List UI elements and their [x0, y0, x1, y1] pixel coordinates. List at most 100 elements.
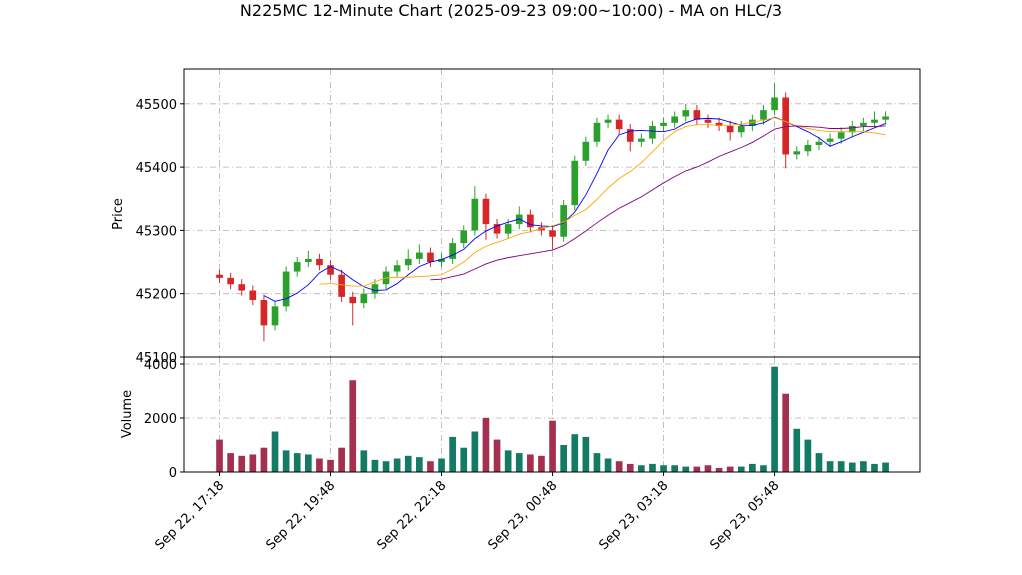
candle-body [260, 300, 268, 326]
candle-body [493, 224, 501, 234]
volume-bar [382, 461, 390, 472]
volume-bar [416, 457, 423, 472]
candle-body [726, 125, 734, 133]
volume-bar [749, 463, 756, 472]
volume-bar [438, 458, 445, 472]
volume-bar [771, 366, 778, 472]
candle-body [615, 119, 623, 130]
volume-bar [393, 458, 401, 472]
volume-bar [704, 465, 712, 472]
volume-bar [615, 461, 623, 472]
volume-bar [660, 465, 667, 472]
candle-body [749, 119, 756, 126]
volume-bar [305, 454, 312, 472]
volume-bar [482, 418, 490, 472]
candle-body [327, 265, 334, 275]
candle-body [238, 284, 246, 291]
volume-bar [538, 455, 545, 472]
candle-body [560, 205, 567, 237]
volume-bar [793, 428, 801, 472]
x-tick-label: Sep 23, 05:48 [708, 478, 783, 553]
volume-bar [216, 439, 223, 472]
volume-bar [316, 458, 323, 472]
candle-body [282, 271, 290, 307]
volume-tick-label: 2000 [144, 412, 177, 427]
candle-body [427, 252, 434, 263]
volume-bar [848, 462, 856, 472]
candle-body [804, 144, 812, 152]
y-tick-label: 45500 [136, 98, 177, 113]
volume-bar [515, 453, 523, 472]
volume-bar [282, 450, 290, 472]
candle-body [249, 290, 257, 301]
volume-bar [238, 455, 246, 472]
y-tick-label: 45200 [136, 288, 177, 303]
candle-body [793, 151, 801, 155]
volume-bar [737, 466, 745, 472]
candle-body [305, 258, 312, 263]
volume-bar [327, 459, 334, 472]
volume-bar [593, 453, 601, 472]
y-tick-label: 45400 [136, 161, 177, 176]
candle-body [549, 230, 556, 237]
candle-body [871, 119, 878, 123]
candle-body [649, 125, 656, 139]
volume-bar [549, 420, 556, 472]
moving-average-line [319, 117, 886, 287]
candle-body [771, 97, 778, 111]
volume-bar [560, 445, 567, 472]
candle-body [471, 198, 479, 231]
candle-body [416, 252, 423, 259]
x-tick-label: Sep 22, 22:18 [374, 478, 449, 553]
candle-body [682, 110, 690, 117]
candle-body [660, 122, 667, 126]
volume-bar [349, 380, 357, 472]
volume-bar [826, 461, 834, 472]
candle-body [837, 132, 845, 139]
volume-bar [249, 454, 257, 472]
volume-bar [715, 467, 723, 472]
volume-bar [604, 458, 612, 472]
candle-body [582, 141, 590, 161]
volume-tick-label: 4000 [144, 358, 177, 373]
candle-body [815, 141, 823, 145]
candle-body [604, 119, 612, 123]
volume-bar [338, 447, 345, 472]
candle-body [782, 97, 790, 155]
candle-body [715, 122, 723, 126]
y-tick-label: 45300 [136, 224, 177, 239]
volume-bar [638, 465, 645, 472]
volume-frame [183, 356, 921, 473]
volume-bar [815, 453, 823, 472]
candle-body [271, 306, 279, 326]
candle-body [882, 116, 889, 120]
volume-bar [427, 461, 434, 472]
y-axis-label: Price [111, 198, 126, 230]
candle-body [360, 293, 368, 304]
moving-average-line [430, 125, 886, 281]
volume-bar [371, 459, 379, 472]
volume-bar [682, 466, 690, 472]
candle-body [316, 258, 323, 266]
volume-bar [804, 439, 812, 472]
y-tick-label: 45100 [136, 351, 177, 366]
volume-bar [726, 466, 734, 472]
volume-axis-label: Volume [120, 390, 135, 438]
volume-bar [460, 447, 468, 472]
chart-title: N225MC 12-Minute Chart (2025-09-23 09:00… [240, 1, 782, 20]
candle-body [626, 129, 634, 142]
volume-bar [693, 466, 701, 472]
volume-bar [471, 431, 479, 472]
candle-body [693, 110, 701, 120]
candle-body [860, 122, 867, 126]
volume-bar [582, 436, 590, 472]
volume-tick-label: 0 [169, 466, 177, 481]
price-frame [183, 68, 921, 358]
volume-bar [760, 465, 767, 472]
candle-body [338, 274, 345, 297]
x-tick-label: Sep 23, 00:48 [485, 478, 560, 553]
volume-bar [527, 454, 534, 472]
volume-bar [649, 463, 656, 472]
candle-body [671, 116, 678, 123]
